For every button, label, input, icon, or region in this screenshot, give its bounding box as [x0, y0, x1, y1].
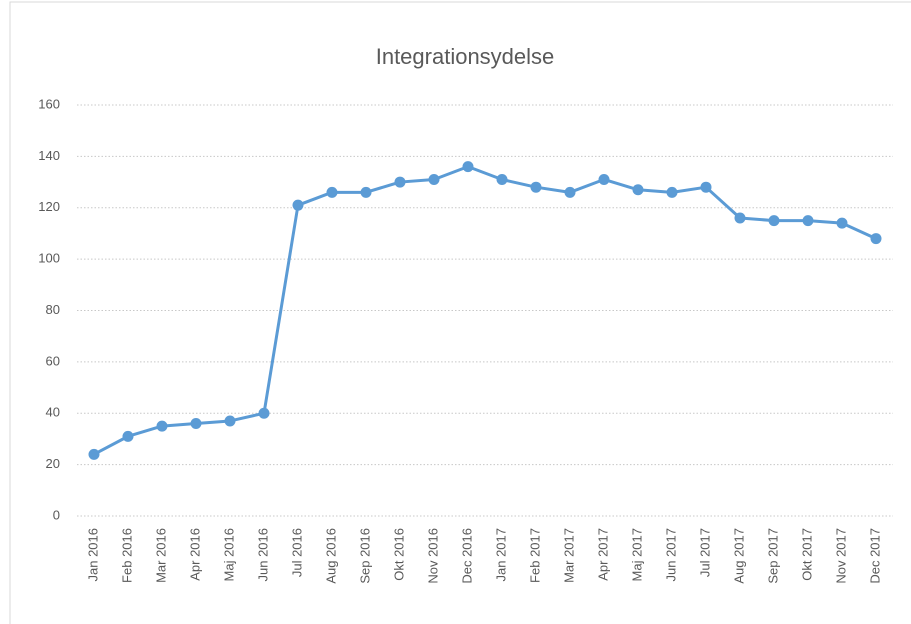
point: [224, 415, 236, 427]
point: [632, 184, 644, 196]
x-tick-label: Okt 2017: [799, 528, 814, 581]
point: [428, 173, 440, 185]
x-tick-label: Apr 2017: [595, 528, 610, 581]
point: [258, 407, 270, 419]
point: [836, 217, 848, 229]
point: [462, 161, 474, 173]
x-tick-label: Okt 2016: [391, 528, 406, 581]
x-tick-label: Jan 2016: [85, 528, 100, 582]
point: [360, 186, 372, 198]
point: [326, 186, 338, 198]
point: [734, 212, 746, 224]
y-tick-label: 60: [46, 353, 60, 368]
x-tick-label: Aug 2016: [323, 528, 338, 584]
chart-border: [9, 1, 911, 624]
x-tick-label: Feb 2017: [527, 528, 542, 583]
point: [88, 448, 100, 460]
point: [394, 176, 406, 188]
x-tick-label: Dec 2017: [867, 528, 882, 584]
point: [530, 181, 542, 193]
point: [292, 199, 304, 211]
y-tick-label: 140: [38, 148, 60, 163]
x-tick-label: Dec 2016: [459, 528, 474, 584]
y-tick-label: 0: [53, 507, 60, 522]
x-tick-label: Sep 2017: [765, 528, 780, 584]
point: [156, 420, 168, 432]
x-tick-label: Mar 2016: [153, 528, 168, 583]
x-tick-label: Jul 2017: [697, 528, 712, 577]
x-tick-label: Nov 2016: [425, 528, 440, 584]
x-tick-label: Apr 2016: [187, 528, 202, 581]
y-tick-label: 40: [46, 405, 60, 420]
point: [870, 233, 882, 245]
line: [93, 165, 877, 456]
chart-title: Integrationsydelse: [376, 44, 555, 69]
x-tick-label: Maj 2016: [221, 528, 236, 581]
y-tick-label: 20: [46, 456, 60, 471]
x-tick-label: Jul 2016: [289, 528, 304, 577]
y-tick-label: 160: [38, 96, 60, 111]
x-tick-label: Mar 2017: [561, 528, 576, 583]
point: [700, 181, 712, 193]
point: [122, 430, 134, 442]
x-tick-label: Sep 2016: [357, 528, 372, 584]
x-tick-label: Feb 2016: [119, 528, 134, 583]
point: [768, 215, 780, 227]
y-tick-label: 80: [46, 302, 60, 317]
point: [564, 186, 576, 198]
y-tick-label: 120: [38, 199, 60, 214]
x-tick-label: Jan 2017: [493, 528, 508, 582]
x-tick-label: Nov 2017: [833, 528, 848, 584]
point: [598, 173, 610, 185]
x-tick-label: Maj 2017: [629, 528, 644, 581]
x-tick-label: Jun 2016: [255, 528, 270, 582]
point: [496, 173, 508, 185]
x-tick-label: Aug 2017: [731, 528, 746, 584]
y-tick-label: 100: [38, 251, 60, 266]
x-tick-label: Jun 2017: [663, 528, 678, 582]
point: [190, 418, 202, 430]
point: [802, 215, 814, 227]
point: [666, 186, 678, 198]
